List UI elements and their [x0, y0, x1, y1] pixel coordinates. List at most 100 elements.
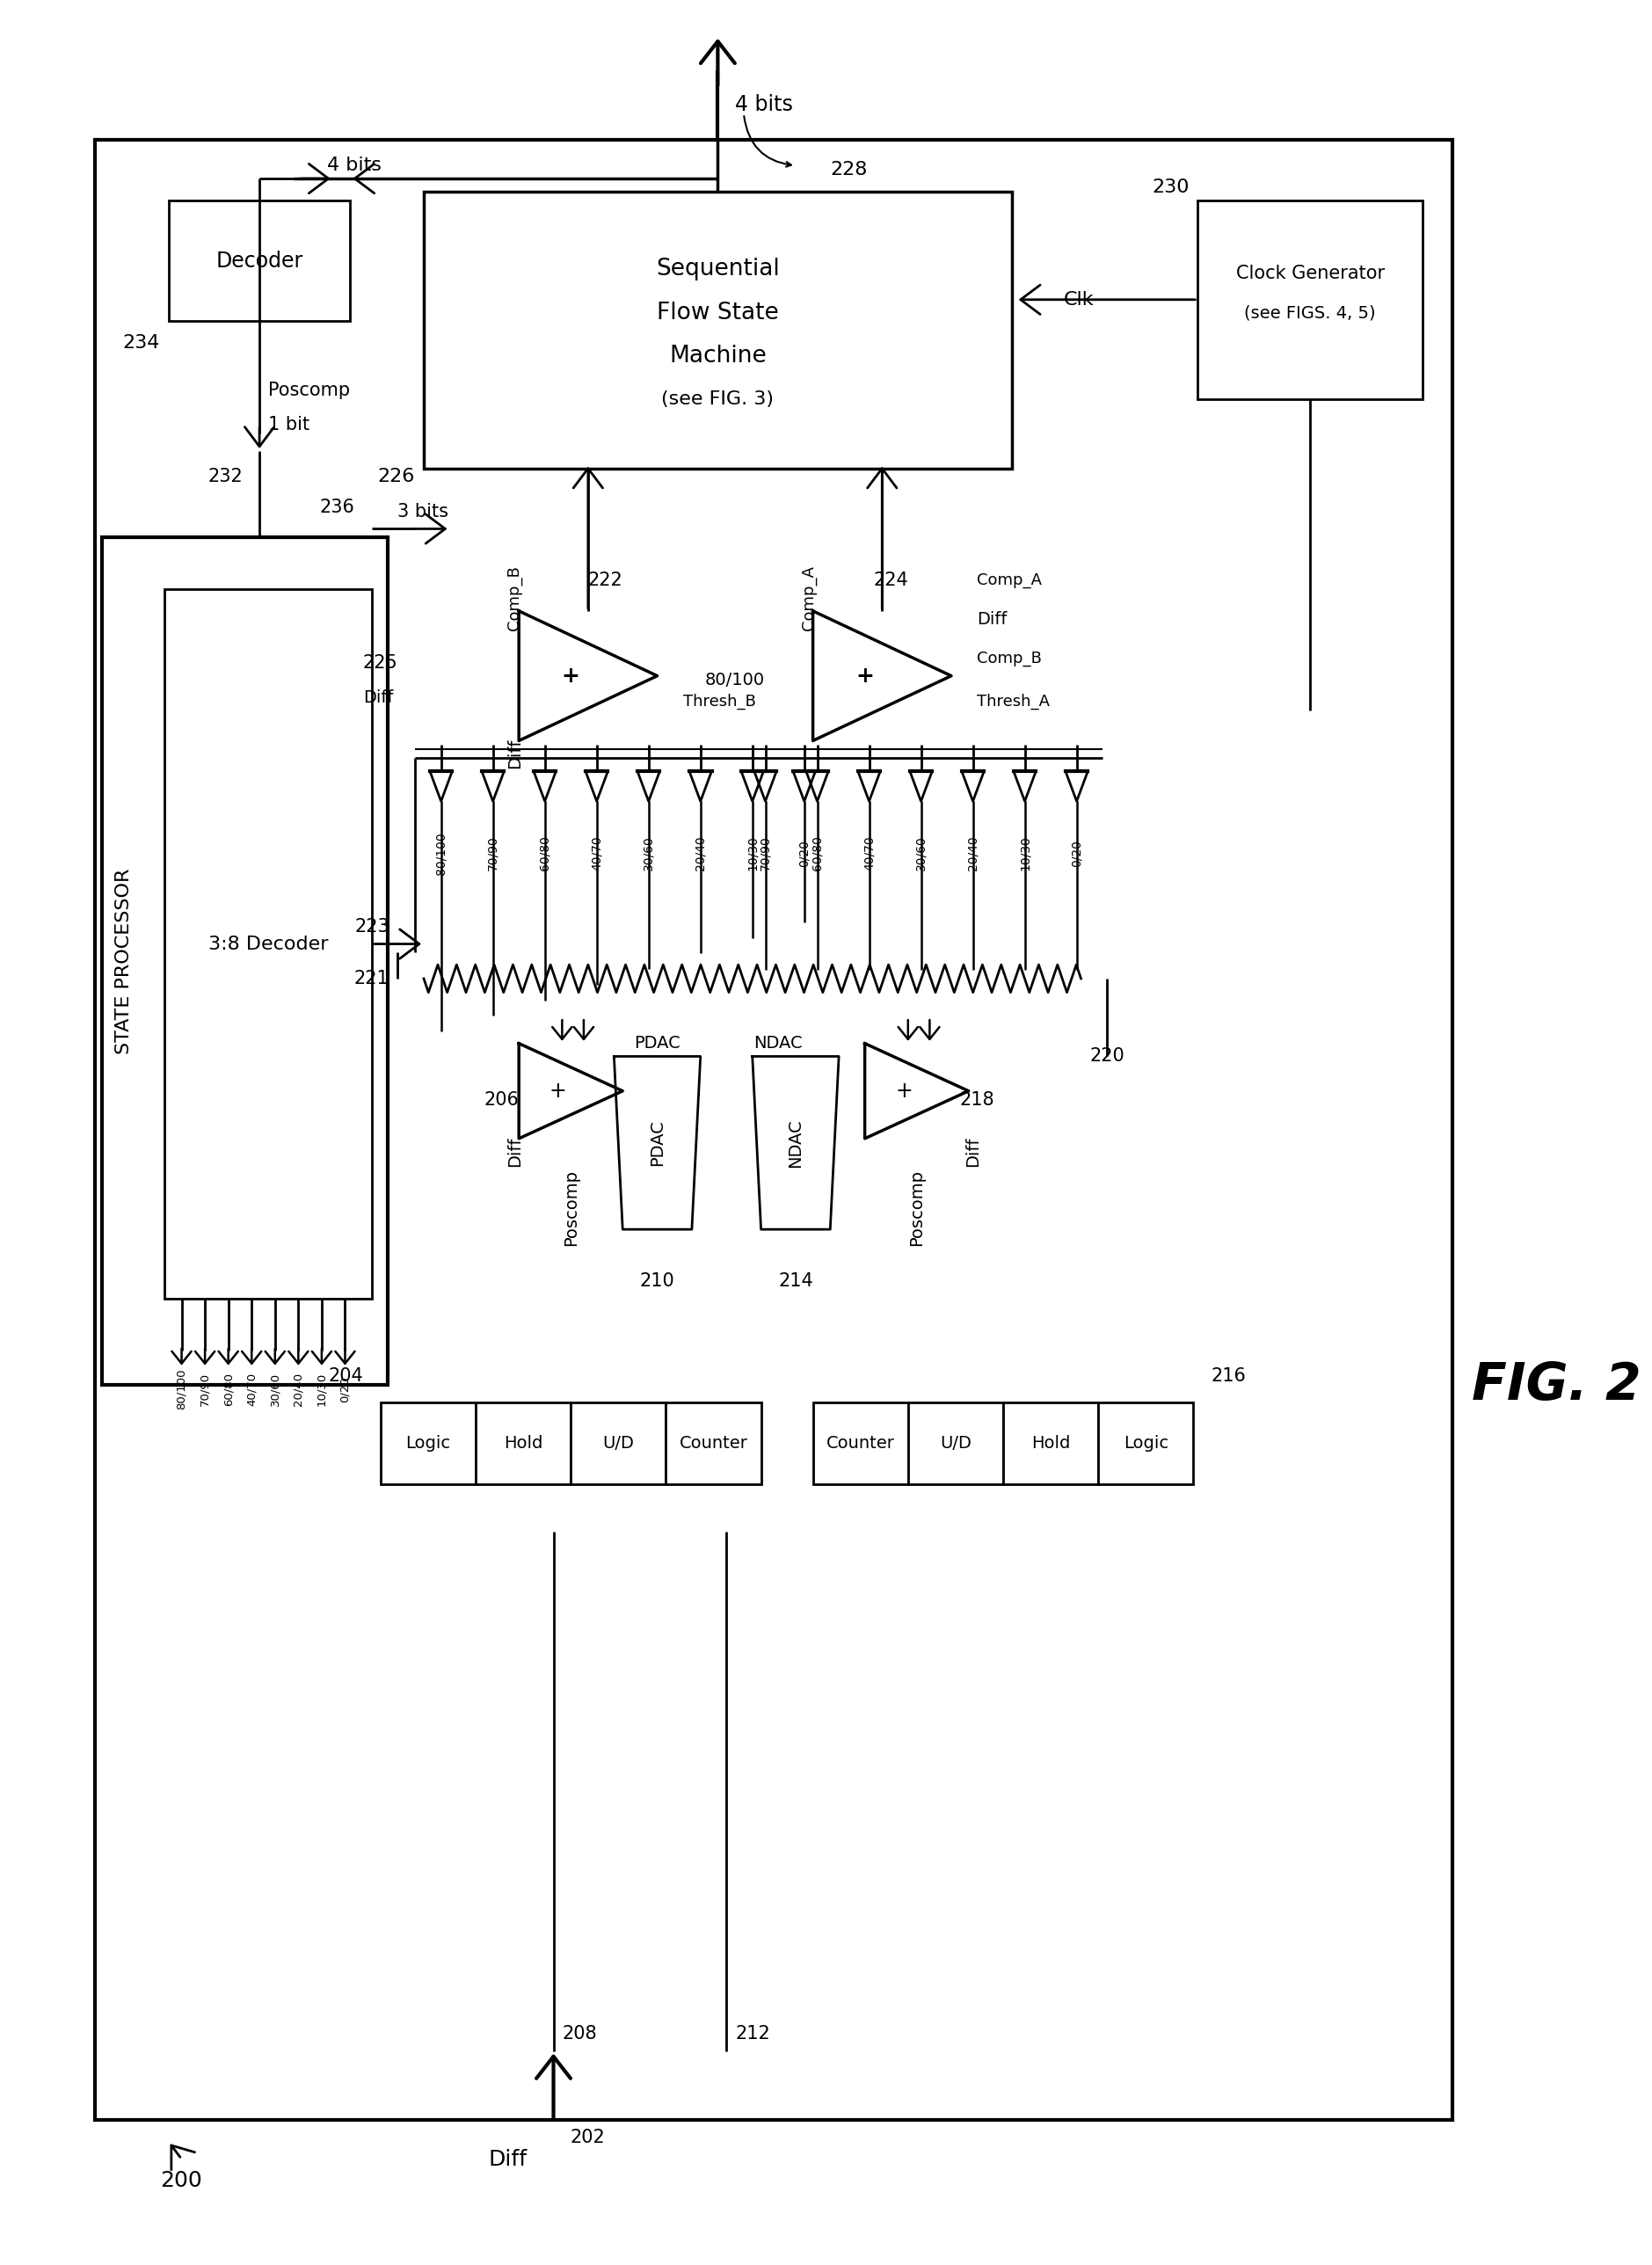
- Text: (see FIG. 3): (see FIG. 3): [661, 390, 775, 408]
- Bar: [164, 589, 372, 1298]
- Text: 30/60: 30/60: [269, 1373, 281, 1407]
- Text: 212: 212: [735, 2025, 770, 2043]
- Text: +: +: [548, 1080, 567, 1101]
- Text: 4 bits: 4 bits: [735, 95, 793, 116]
- Text: PDAC: PDAC: [634, 1035, 681, 1051]
- Text: 40/70: 40/70: [246, 1373, 258, 1407]
- Bar: [813, 1402, 909, 1484]
- Text: Decoder: Decoder: [216, 249, 302, 272]
- Text: 60/80: 60/80: [223, 1373, 235, 1407]
- Text: 218: 218: [960, 1092, 995, 1108]
- Text: 230: 230: [1151, 179, 1189, 197]
- Text: Comp_B: Comp_B: [978, 650, 1042, 666]
- Bar: [425, 193, 1011, 469]
- Text: Comp_A: Comp_A: [978, 573, 1042, 589]
- Text: 234: 234: [122, 333, 160, 351]
- Text: Logic: Logic: [1123, 1434, 1168, 1452]
- Text: +: +: [895, 1080, 912, 1101]
- Bar: [1003, 1402, 1099, 1484]
- Text: 200: 200: [160, 2170, 202, 2190]
- Text: Thresh_A: Thresh_A: [978, 693, 1051, 709]
- Bar: [1099, 1402, 1193, 1484]
- Text: Diff: Diff: [489, 2149, 527, 2170]
- Text: 70/90: 70/90: [487, 836, 499, 870]
- Polygon shape: [752, 1055, 839, 1230]
- Text: PDAC: PDAC: [649, 1119, 666, 1166]
- Text: Diff: Diff: [506, 738, 524, 768]
- Text: 202: 202: [570, 2129, 606, 2147]
- Text: 4 bits: 4 bits: [327, 156, 382, 174]
- Text: +: +: [562, 666, 580, 686]
- Text: STATE PROCESSOR: STATE PROCESSOR: [116, 867, 132, 1053]
- Text: 3 bits: 3 bits: [398, 503, 449, 521]
- Bar: [102, 537, 388, 1384]
- Bar: [169, 199, 350, 322]
- Text: Diff: Diff: [363, 689, 393, 707]
- Text: (see FIGS. 4, 5): (see FIGS. 4, 5): [1244, 304, 1376, 322]
- Text: U/D: U/D: [603, 1434, 634, 1452]
- Text: 40/70: 40/70: [862, 836, 876, 870]
- Text: Hold: Hold: [1031, 1434, 1070, 1452]
- Text: 40/70: 40/70: [590, 836, 603, 870]
- Text: 10/30: 10/30: [1019, 836, 1031, 870]
- Text: FIG. 2: FIG. 2: [1472, 1359, 1642, 1411]
- Text: NDAC: NDAC: [788, 1119, 805, 1166]
- Text: 0/20: 0/20: [798, 840, 811, 867]
- Text: Hold: Hold: [504, 1434, 544, 1452]
- Text: 30/60: 30/60: [643, 836, 654, 870]
- Text: Logic: Logic: [406, 1434, 451, 1452]
- Text: NDAC: NDAC: [753, 1035, 803, 1051]
- Text: 20/40: 20/40: [292, 1373, 304, 1407]
- Text: 0/20: 0/20: [1070, 840, 1082, 867]
- Text: 80/100: 80/100: [434, 831, 448, 874]
- Text: 226: 226: [378, 469, 415, 485]
- Text: Diff: Diff: [506, 1137, 524, 1166]
- Text: Machine: Machine: [669, 344, 767, 367]
- Text: 225: 225: [363, 655, 398, 673]
- Text: 80/100: 80/100: [175, 1368, 187, 1409]
- Text: 206: 206: [484, 1092, 519, 1108]
- Text: +: +: [856, 666, 874, 686]
- Text: 210: 210: [639, 1273, 674, 1291]
- Text: 20/40: 20/40: [966, 836, 980, 870]
- Text: Sequential: Sequential: [656, 258, 780, 281]
- Text: Counter: Counter: [826, 1434, 895, 1452]
- Text: Counter: Counter: [679, 1434, 748, 1452]
- Text: Clock Generator: Clock Generator: [1236, 265, 1384, 283]
- Text: Diff: Diff: [978, 612, 1008, 627]
- Text: 223: 223: [355, 917, 390, 935]
- Text: 70/90: 70/90: [200, 1373, 211, 1407]
- Text: 80/100: 80/100: [705, 673, 765, 689]
- Text: U/D: U/D: [940, 1434, 971, 1452]
- Bar: [1198, 199, 1422, 399]
- Bar: [476, 1402, 570, 1484]
- Text: 0/20: 0/20: [339, 1377, 350, 1402]
- Text: Poscomp: Poscomp: [268, 383, 350, 399]
- Text: 60/80: 60/80: [539, 836, 552, 870]
- Polygon shape: [615, 1055, 700, 1230]
- Text: 214: 214: [778, 1273, 813, 1291]
- Text: 204: 204: [329, 1368, 363, 1386]
- Bar: [666, 1402, 762, 1484]
- Text: Poscomp: Poscomp: [909, 1169, 925, 1246]
- Text: 30/60: 30/60: [915, 836, 927, 870]
- Text: 236: 236: [320, 498, 355, 516]
- Text: 222: 222: [588, 573, 623, 589]
- Bar: [909, 1402, 1003, 1484]
- Bar: [96, 140, 1452, 2120]
- Text: Diff: Diff: [965, 1137, 981, 1166]
- Text: Comp_A: Comp_A: [801, 566, 816, 630]
- Text: 20/40: 20/40: [694, 836, 707, 870]
- Text: 216: 216: [1211, 1368, 1246, 1386]
- Text: 224: 224: [874, 573, 909, 589]
- Text: 220: 220: [1089, 1049, 1125, 1065]
- Text: 232: 232: [208, 469, 243, 485]
- Text: Thresh_B: Thresh_B: [684, 693, 757, 709]
- Text: 1 bit: 1 bit: [268, 417, 309, 435]
- Text: 10/30: 10/30: [316, 1373, 327, 1407]
- Text: 3:8 Decoder: 3:8 Decoder: [208, 935, 329, 954]
- Text: Flow State: Flow State: [657, 301, 778, 324]
- Text: 60/80: 60/80: [811, 836, 823, 870]
- Text: 228: 228: [831, 161, 867, 179]
- Text: 70/90: 70/90: [760, 836, 771, 870]
